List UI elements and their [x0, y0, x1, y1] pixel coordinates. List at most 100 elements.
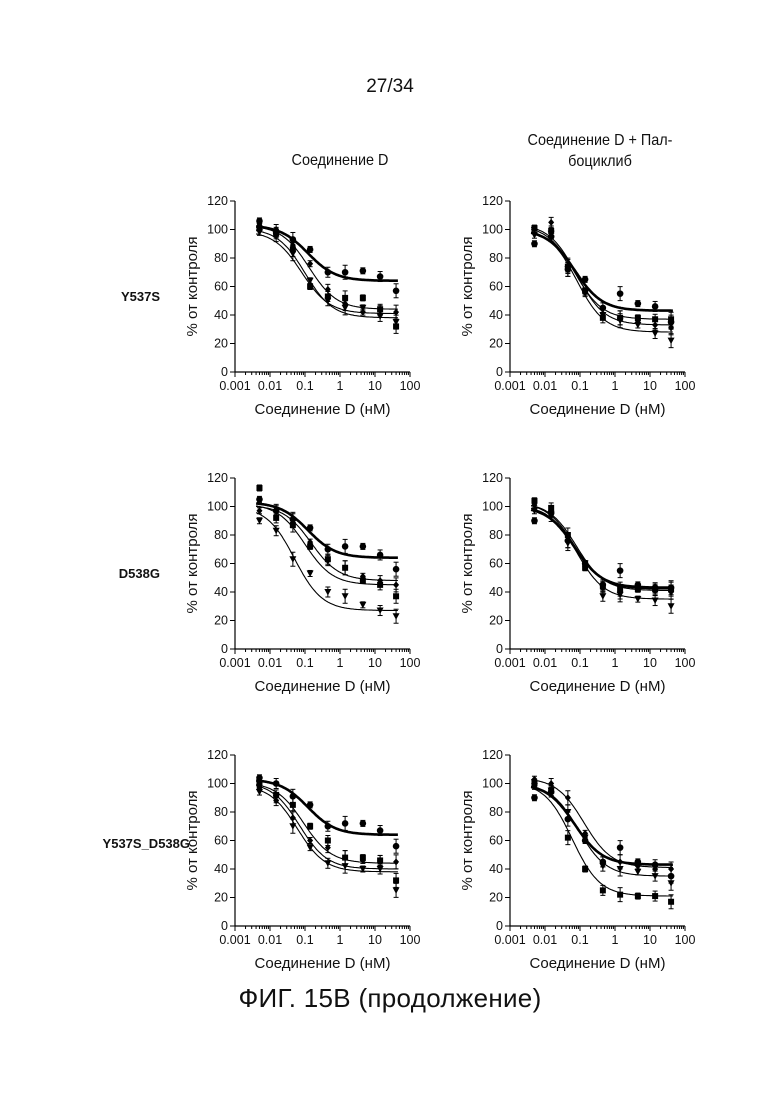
data-point-square [307, 823, 314, 830]
page-number: 27/34 [366, 76, 414, 97]
x-tick-label: 10 [643, 379, 657, 393]
data-point-diamond [307, 538, 314, 546]
chart-panel: 0 20 40 60 80 100 120 0.001 0.01 0.1 1 10 100 Соедине… [459, 748, 695, 972]
x-tick-label: 0.001 [494, 656, 525, 670]
x-tick-label: 10 [368, 656, 382, 670]
data-point-triangle [547, 787, 555, 795]
data-point-diamond [377, 307, 384, 315]
data-point-diamond [548, 218, 555, 226]
x-tick-label: 0.01 [258, 933, 282, 947]
data-point-diamond [668, 324, 675, 332]
data-point-diamond [652, 865, 659, 873]
y-tick-label: 80 [214, 251, 228, 265]
data-point-triangle [392, 887, 400, 894]
y-tick-label: 60 [214, 280, 228, 294]
x-tick-label: 100 [675, 379, 696, 393]
data-point-square [393, 593, 400, 600]
x-axis-label: Соединение D (нМ) [255, 401, 391, 418]
chart-panel: 0 20 40 60 80 100 120 0.001 0.01 0.1 1 10 100 Соедине… [459, 471, 695, 695]
data-point-square [256, 225, 263, 232]
data-point-diamond [531, 775, 538, 783]
data-point-circle [531, 240, 538, 248]
x-tick-label: 100 [675, 656, 696, 670]
data-point-triangle [392, 613, 400, 620]
data-point-diamond [342, 854, 349, 862]
data-point-diamond [548, 507, 555, 515]
data-point-diamond [324, 557, 331, 565]
y-tick-label: 20 [214, 614, 228, 628]
y-tick-label: 40 [489, 585, 503, 599]
data-point-diamond [377, 856, 384, 864]
data-point-square [289, 801, 296, 808]
y-tick-label: 0 [496, 365, 503, 379]
x-tick-label: 10 [643, 933, 657, 947]
x-axis-label: Соединение D (нМ) [255, 955, 391, 972]
y-tick-label: 40 [489, 862, 503, 876]
data-point-triangle [651, 330, 659, 338]
x-tick-label: 0.01 [258, 656, 282, 670]
y-tick-label: 0 [221, 919, 228, 933]
chart-panel: 0 20 40 60 80 100 120 0.001 0.01 0.1 1 10 100 Соедине… [184, 194, 420, 418]
data-point-square [307, 283, 314, 290]
y-tick-label: 120 [207, 748, 228, 762]
x-tick-label: 1 [612, 933, 619, 947]
chart-panel: 0 20 40 60 80 100 120 0.001 0.01 0.1 1 10 100 Соедине… [184, 471, 420, 695]
y-tick-label: 80 [214, 528, 228, 542]
y-axis-label: % от контроля [459, 790, 476, 890]
y-tick-label: 60 [214, 557, 228, 571]
y-axis-label: % от контроля [184, 790, 201, 890]
x-tick-label: 0.1 [571, 933, 588, 947]
data-point-triangle [376, 313, 384, 320]
data-point-square [582, 866, 589, 872]
fit-curve [255, 785, 398, 870]
data-point-diamond [289, 241, 296, 249]
data-point-circle [324, 268, 332, 276]
data-point-circle [341, 268, 349, 276]
x-tick-label: 0.001 [494, 379, 525, 393]
data-point-square [256, 780, 263, 787]
x-tick-label: 100 [400, 379, 421, 393]
data-point-circle [616, 290, 624, 297]
data-point-diamond [531, 501, 538, 509]
fit-curve [530, 785, 673, 866]
chart-panel: 0 20 40 60 80 100 120 0.001 0.01 0.1 1 10 100 Соедине… [459, 194, 695, 418]
data-point-circle [272, 780, 280, 787]
data-point-triangle [376, 607, 384, 615]
y-tick-label: 80 [489, 251, 503, 265]
data-point-diamond [273, 797, 280, 805]
data-point-triangle [547, 230, 555, 238]
x-tick-label: 100 [400, 933, 421, 947]
x-tick-label: 100 [400, 656, 421, 670]
y-tick-label: 0 [221, 642, 228, 656]
data-point-circle [581, 276, 589, 283]
data-point-circle [634, 300, 642, 307]
x-tick-label: 1 [337, 656, 344, 670]
data-point-diamond [634, 862, 641, 870]
data-point-diamond [617, 588, 624, 596]
x-axis-label: Соединение D (нМ) [530, 678, 666, 695]
x-tick-label: 100 [675, 933, 696, 947]
data-point-circle [341, 820, 349, 827]
y-axis-label: % от контроля [459, 236, 476, 336]
data-point-triangle [651, 873, 659, 880]
data-point-diamond [582, 562, 589, 570]
column-title-compound-d-palbociclib: Соединение D + Пал- боциклиб [501, 130, 699, 172]
row-label-d538g: D538G [118, 566, 160, 581]
data-point-square [652, 893, 659, 900]
x-tick-label: 0.1 [296, 656, 313, 670]
y-tick-label: 40 [214, 308, 228, 322]
data-point-diamond [393, 308, 400, 316]
y-tick-label: 20 [489, 614, 503, 628]
data-point-diamond [634, 317, 641, 325]
data-point-diamond [564, 794, 571, 802]
x-tick-label: 1 [612, 656, 619, 670]
data-point-circle [376, 827, 384, 834]
y-tick-label: 20 [489, 891, 503, 905]
data-point-circle [306, 801, 314, 809]
y-tick-label: 100 [207, 223, 228, 237]
data-point-diamond [324, 844, 331, 852]
data-point-square [273, 514, 280, 521]
data-point-diamond [359, 572, 366, 580]
data-point-circle [616, 567, 624, 574]
y-tick-label: 60 [489, 834, 503, 848]
